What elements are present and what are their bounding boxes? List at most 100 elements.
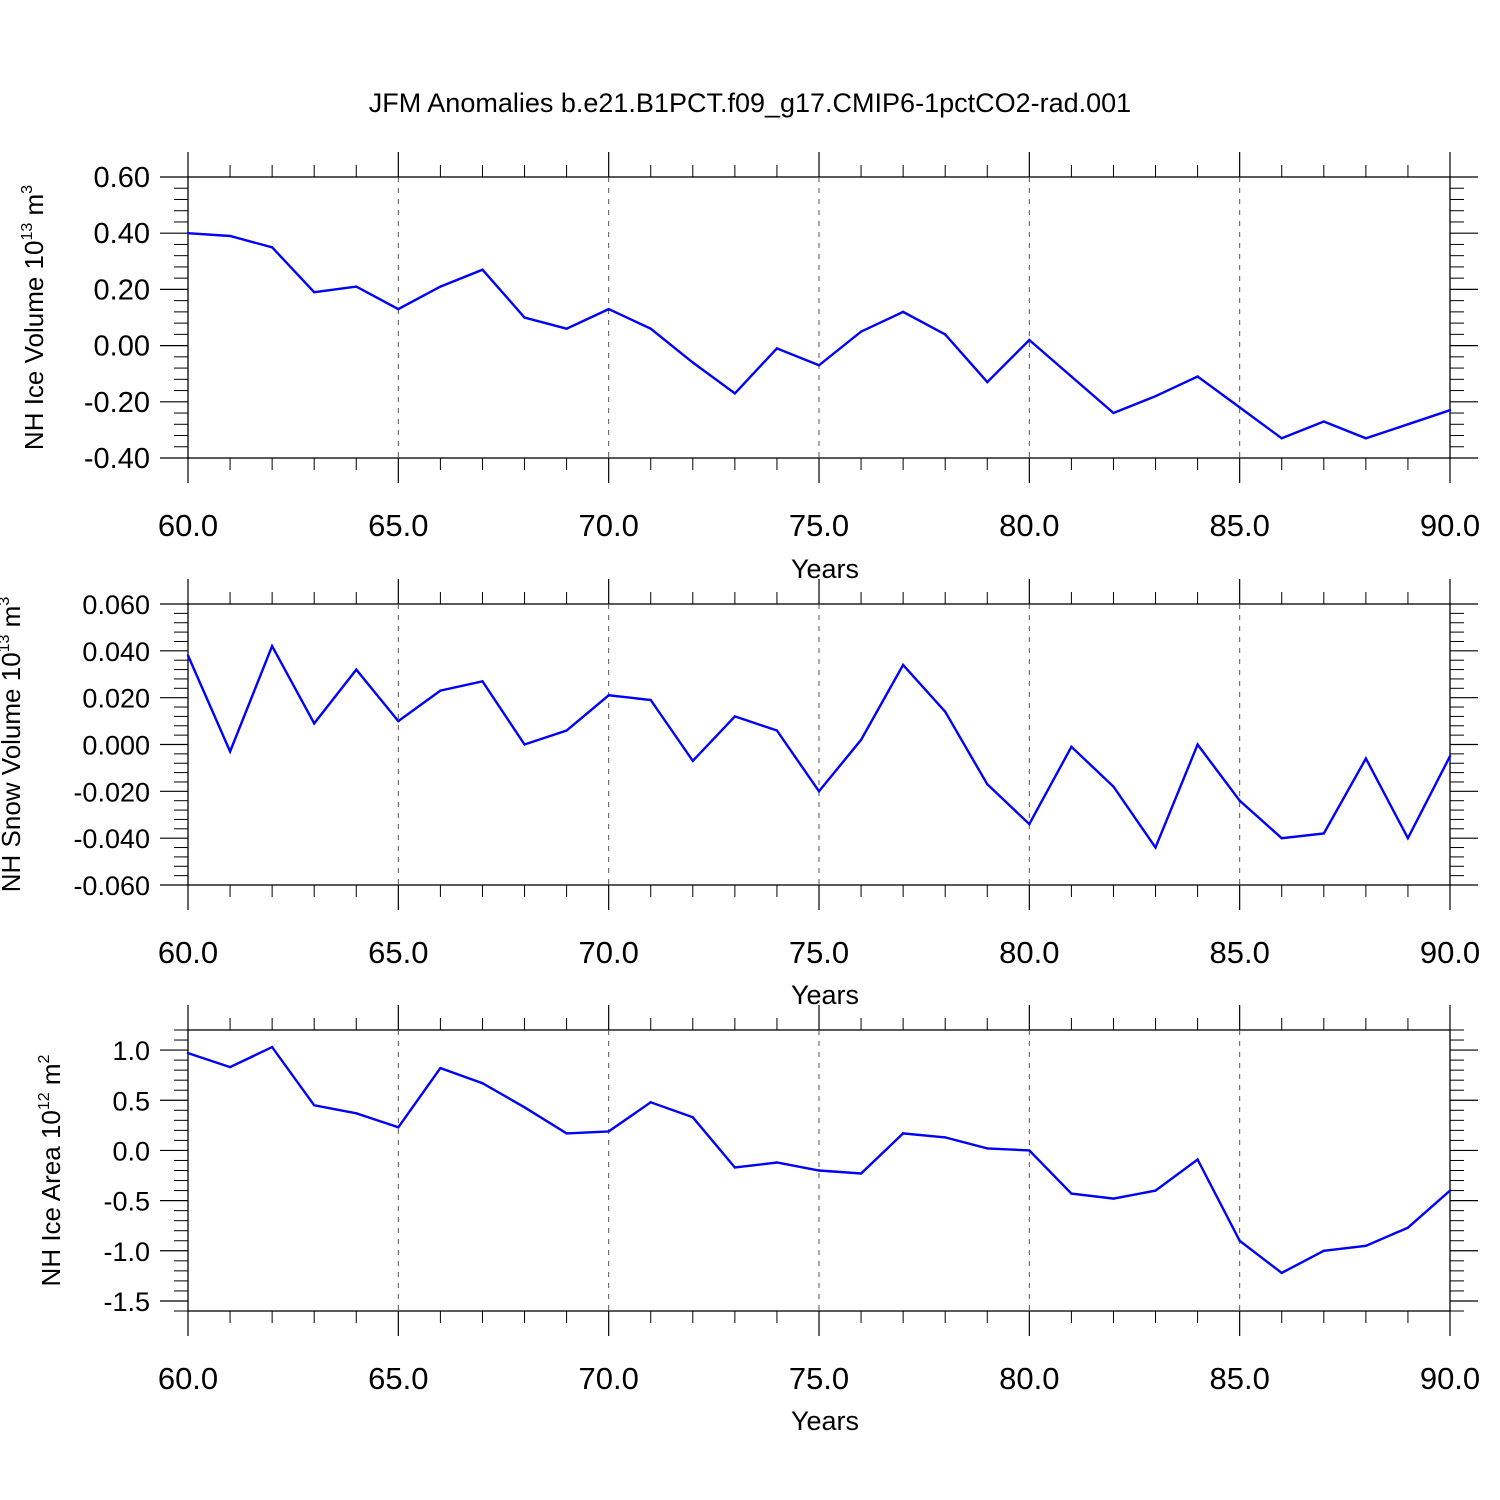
x-tick-label: 75.0 <box>789 508 849 543</box>
data-point <box>986 1147 989 1150</box>
data-point <box>859 1172 863 1175</box>
y-tick-label: -0.20 <box>84 387 150 419</box>
data-point <box>649 327 652 330</box>
y-tick-label: 1.0 <box>112 1036 150 1066</box>
x-tick-label: 80.0 <box>999 935 1059 970</box>
x-tick-label: 90.0 <box>1420 935 1480 970</box>
y-tick-label: 0.20 <box>94 274 150 306</box>
data-point <box>228 750 232 753</box>
x-tick-label: 85.0 <box>1209 1361 1269 1396</box>
data-point <box>397 1126 400 1129</box>
data-point <box>1238 799 1241 802</box>
x-tick-label: 85.0 <box>1209 508 1269 543</box>
data-point <box>313 1104 316 1107</box>
data-point <box>1112 1197 1115 1200</box>
x-tick-label: 70.0 <box>578 508 638 543</box>
data-point <box>1280 437 1283 440</box>
data-point <box>439 285 442 288</box>
data-point <box>901 310 905 314</box>
y-tick-label: -0.040 <box>73 824 150 854</box>
x-axis-label: Years <box>791 1406 859 1436</box>
data-point <box>733 1166 737 1169</box>
data-point <box>355 1112 358 1115</box>
data-point <box>649 698 652 702</box>
x-tick-label: 70.0 <box>578 935 638 970</box>
x-tick-label: 70.0 <box>578 1361 638 1396</box>
x-tick-label: 65.0 <box>368 935 428 970</box>
data-point <box>1196 1158 1199 1161</box>
data-point <box>944 710 947 713</box>
data-point <box>313 722 316 725</box>
data-point <box>944 333 947 336</box>
data-point <box>775 729 779 732</box>
data-point <box>649 1101 652 1104</box>
data-point <box>986 783 989 786</box>
data-point <box>1154 1189 1157 1192</box>
y-tick-label: -0.060 <box>73 871 150 901</box>
data-point <box>1364 757 1368 760</box>
data-point <box>691 759 694 763</box>
page-title: JFM Anomalies b.e21.B1PCT.f09_g17.CMIP6-… <box>368 88 1132 118</box>
y-axis-label: NH Ice Volume 1013 m3 <box>19 185 49 450</box>
data-point <box>439 1066 442 1070</box>
data-point <box>691 361 694 364</box>
data-point <box>1070 745 1073 749</box>
data-point <box>439 689 442 692</box>
data-point <box>901 663 905 667</box>
data-point <box>817 1169 821 1172</box>
data-point <box>523 316 526 319</box>
data-point <box>1322 1249 1326 1252</box>
y-tick-label: 0.5 <box>112 1086 150 1116</box>
data-point <box>1280 1271 1283 1275</box>
data-point <box>1448 1189 1452 1192</box>
x-tick-label: 60.0 <box>158 935 218 970</box>
data-point <box>313 291 316 294</box>
data-point <box>986 380 989 384</box>
panel-ice-volume: 60.0 65.0 70.0 75.0 80.0 85.0 90.0 0.60 0.40 0.20… <box>19 152 1480 584</box>
data-point <box>607 1130 610 1133</box>
data-point <box>1112 785 1115 788</box>
x-tick-label: 65.0 <box>368 508 428 543</box>
y-axis-label: NH Snow Volume 1013 m3 <box>0 597 26 893</box>
x-tick-label: 60.0 <box>158 508 218 543</box>
x-tick-label: 80.0 <box>999 508 1059 543</box>
y-tick-label: -0.5 <box>103 1187 150 1217</box>
data-point <box>1322 420 1326 423</box>
data-point <box>355 285 358 288</box>
y-tick-label: 0.60 <box>94 162 150 194</box>
data-point <box>1406 836 1410 840</box>
x-tick-label: 65.0 <box>368 1361 428 1396</box>
y-tick-label: -1.5 <box>103 1287 150 1317</box>
y-tick-label: -0.40 <box>84 443 150 475</box>
y-tick-label: 0.040 <box>82 637 150 667</box>
data-point <box>397 719 400 723</box>
data-point <box>691 1116 694 1119</box>
data-point <box>1448 755 1452 758</box>
data-point <box>1406 423 1410 426</box>
data-point <box>817 790 821 793</box>
data-point <box>859 330 863 333</box>
y-tick-label: 0.0 <box>112 1136 150 1166</box>
data-point <box>775 1161 779 1164</box>
y-tick-label: 0.40 <box>94 218 150 250</box>
data-point <box>186 232 190 235</box>
x-tick-label: 80.0 <box>999 1361 1059 1396</box>
data-point <box>901 1132 905 1135</box>
data-point <box>270 644 274 648</box>
data-point <box>1238 1239 1241 1242</box>
panel-snow-volume: 60.0 65.0 70.0 75.0 80.0 85.0 90.0 0.060 0.040 0.… <box>0 579 1480 1010</box>
y-tick-label: 0.000 <box>82 731 150 761</box>
data-point <box>481 1081 484 1085</box>
data-point <box>607 307 610 311</box>
data-point <box>1070 1192 1073 1195</box>
x-tick-label: 75.0 <box>789 1361 849 1396</box>
x-axis-label: Years <box>791 980 859 1010</box>
y-tick-label: 0.060 <box>82 590 150 620</box>
x-tick-label: 75.0 <box>789 935 849 970</box>
data-point <box>270 1045 274 1049</box>
data-point <box>523 743 526 746</box>
data-point <box>733 392 737 395</box>
y-tick-label: -1.0 <box>103 1237 150 1267</box>
data-point <box>817 364 821 367</box>
